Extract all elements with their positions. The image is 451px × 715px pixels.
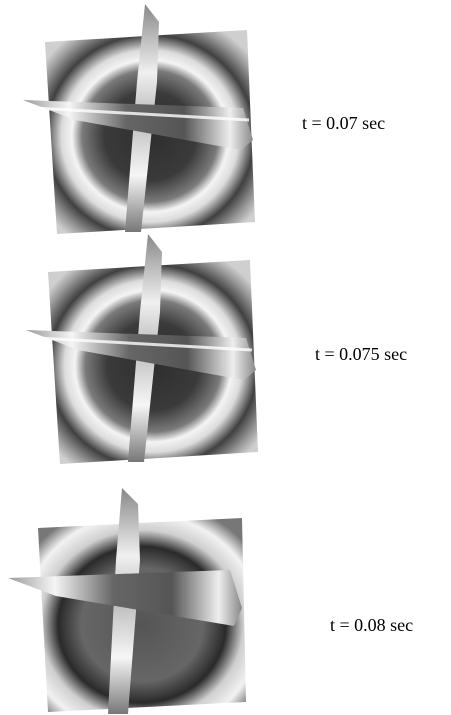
panel-image	[23, 4, 255, 234]
panel-image	[8, 488, 246, 714]
panel-label: t = 0.08 sec	[330, 615, 413, 635]
panel-label: t = 0.07 sec	[302, 113, 385, 133]
figure: t = 0.07 sec t = 0.075 sec t = 0.08 sec	[0, 0, 451, 715]
panel-image	[26, 234, 258, 464]
panel-label: t = 0.075 sec	[315, 344, 407, 364]
page: t = 0.07 sec t = 0.075 sec t = 0.08 sec …	[0, 0, 451, 715]
